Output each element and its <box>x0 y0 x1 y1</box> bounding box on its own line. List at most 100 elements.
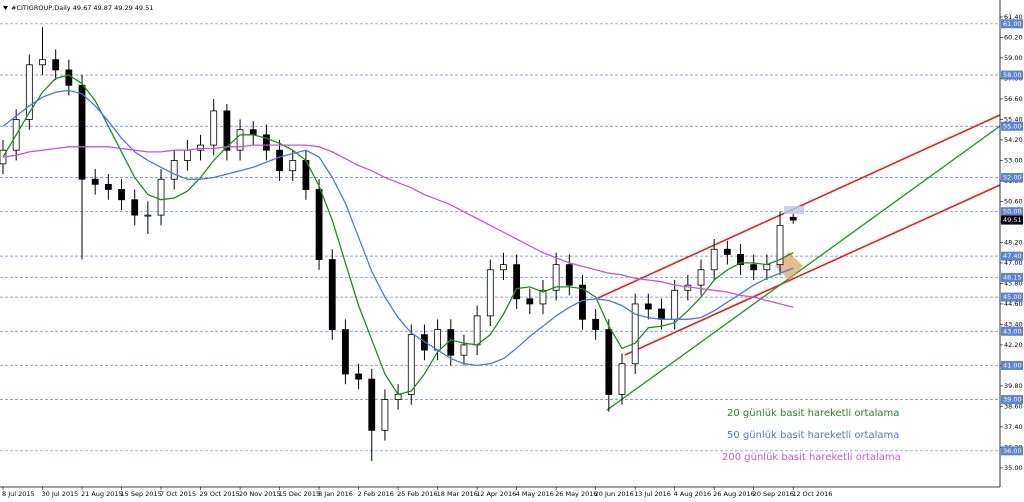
last-price-label: 49.51 <box>1003 216 1022 224</box>
x-tick-label: 12 Apr 2016 <box>476 490 516 498</box>
levels <box>0 23 1000 452</box>
y-tick-label: 50.60 <box>1004 197 1023 205</box>
candle-body <box>552 264 560 291</box>
candle-body <box>460 344 468 356</box>
y-tick-label: 56.60 <box>1004 95 1023 103</box>
level-label: 45.00 <box>1003 293 1022 301</box>
x-tick-label: 8 Jul 2015 <box>2 490 35 498</box>
y-tick-label: 42.20 <box>1004 341 1023 349</box>
trend-line <box>606 125 1001 411</box>
x-tick-label: 30 Jul 2015 <box>42 490 79 498</box>
level-label: 36.00 <box>1003 447 1022 455</box>
candle-body <box>750 264 758 271</box>
candle-body <box>789 216 797 221</box>
level-label: 58.00 <box>1003 71 1022 79</box>
candle-body <box>276 149 283 172</box>
x-tick-label: 4 Aug 2016 <box>674 490 712 498</box>
candle-body <box>421 334 428 351</box>
legend-entry: 50 günlük basit hareketli ortalama <box>727 430 899 441</box>
ma-line <box>2 89 794 367</box>
candle-body <box>592 318 600 330</box>
x-tick-label: 26 May 2016 <box>555 490 597 498</box>
x-tick-label: 25 Feb 2016 <box>397 490 437 498</box>
level-label: 46.15 <box>1003 273 1022 281</box>
level-label-box <box>1001 326 1023 336</box>
y-tick-label: 48.20 <box>1004 238 1023 246</box>
candle-body <box>210 110 218 146</box>
y-tick-label: 54.20 <box>1004 136 1023 144</box>
candle-body <box>526 298 534 305</box>
menu-icon <box>3 6 8 10</box>
header-low: 49.29 <box>114 4 133 12</box>
candle-body <box>539 289 547 305</box>
y-tick-label: 60.20 <box>1004 33 1023 41</box>
x-tick-label: 8 Jan 2016 <box>318 490 353 498</box>
candle-body <box>565 264 573 286</box>
candle-body <box>407 334 415 395</box>
y-tick-label: 55.40 <box>1004 115 1023 123</box>
level-label: 61.00 <box>1003 20 1022 28</box>
y-tick-label: 44.60 <box>1004 300 1023 308</box>
candle-body <box>644 303 652 310</box>
candle-body <box>763 264 771 271</box>
level-label: 52.00 <box>1003 174 1022 182</box>
y-tick-label: 35.00 <box>1004 464 1023 472</box>
level-label-box <box>1001 446 1023 456</box>
candle-body <box>104 183 112 190</box>
candle-body <box>39 59 46 66</box>
x-tick-label: 15 Sep 2015 <box>121 490 162 498</box>
x-tick-label: 21 Aug 2015 <box>81 490 123 498</box>
candle-body <box>25 64 33 120</box>
candle-body <box>170 160 178 180</box>
header-close: 49.51 <box>135 4 154 12</box>
level-label-box <box>1001 251 1023 261</box>
level-label: 50.00 <box>1003 208 1022 216</box>
candle-body <box>658 308 665 320</box>
x-tick-label: 20 Sep 2016 <box>753 490 794 498</box>
candle-body <box>236 129 244 151</box>
x-tick-label: 20 Jun 2016 <box>595 490 634 498</box>
candle-body <box>91 178 99 185</box>
level-label: 55.00 <box>1003 122 1022 130</box>
candle-body <box>513 264 521 300</box>
level-label-box <box>1001 19 1023 29</box>
candle-body <box>434 329 442 351</box>
candle-body <box>671 289 679 320</box>
candle-body <box>118 189 125 201</box>
candle-body <box>710 248 718 271</box>
candle-body <box>500 264 507 271</box>
candle-body <box>183 149 191 161</box>
candle-body <box>737 253 744 266</box>
y-tick-label: 59.00 <box>1004 54 1023 62</box>
level-label-box <box>1001 395 1023 405</box>
level-label-box <box>1001 121 1023 131</box>
legend-entry: 20 günlük basit hareketli ortalama <box>727 408 899 419</box>
candle-body <box>473 315 481 346</box>
trend-line <box>624 184 1001 356</box>
header-high: 49.87 <box>93 4 112 12</box>
highlight-box <box>784 206 804 214</box>
chart-header: #CITIGROUP,Daily 49.67 49.87 49.29 49.51 <box>11 4 153 12</box>
candle-body <box>394 394 402 400</box>
header-open: 49.67 <box>73 4 92 12</box>
candle-body <box>697 269 705 286</box>
candle-body <box>65 69 73 86</box>
x-tick-label: 4 May 2016 <box>516 490 554 498</box>
candle-body <box>223 110 231 151</box>
candle-body <box>631 303 639 365</box>
candle-body <box>315 189 323 260</box>
level-label: 43.00 <box>1003 327 1022 335</box>
y-tick-label: 61.40 <box>1004 13 1023 21</box>
x-tick-label: 7 Oct 2015 <box>160 490 196 498</box>
y-tick-label: 53.00 <box>1004 156 1023 164</box>
candle-body <box>78 84 86 180</box>
level-label: 41.00 <box>1003 361 1022 369</box>
x-tick-label: 26 Aug 2016 <box>713 490 755 498</box>
last-price-box <box>1001 215 1023 225</box>
level-label-box <box>1001 360 1023 370</box>
y-tick-label: 43.40 <box>1004 320 1023 328</box>
candle-body <box>197 144 204 151</box>
x-tick-label: 13 Jul 2016 <box>634 490 671 498</box>
candle-body <box>289 160 297 172</box>
y-tick-label: 37.40 <box>1004 423 1023 431</box>
